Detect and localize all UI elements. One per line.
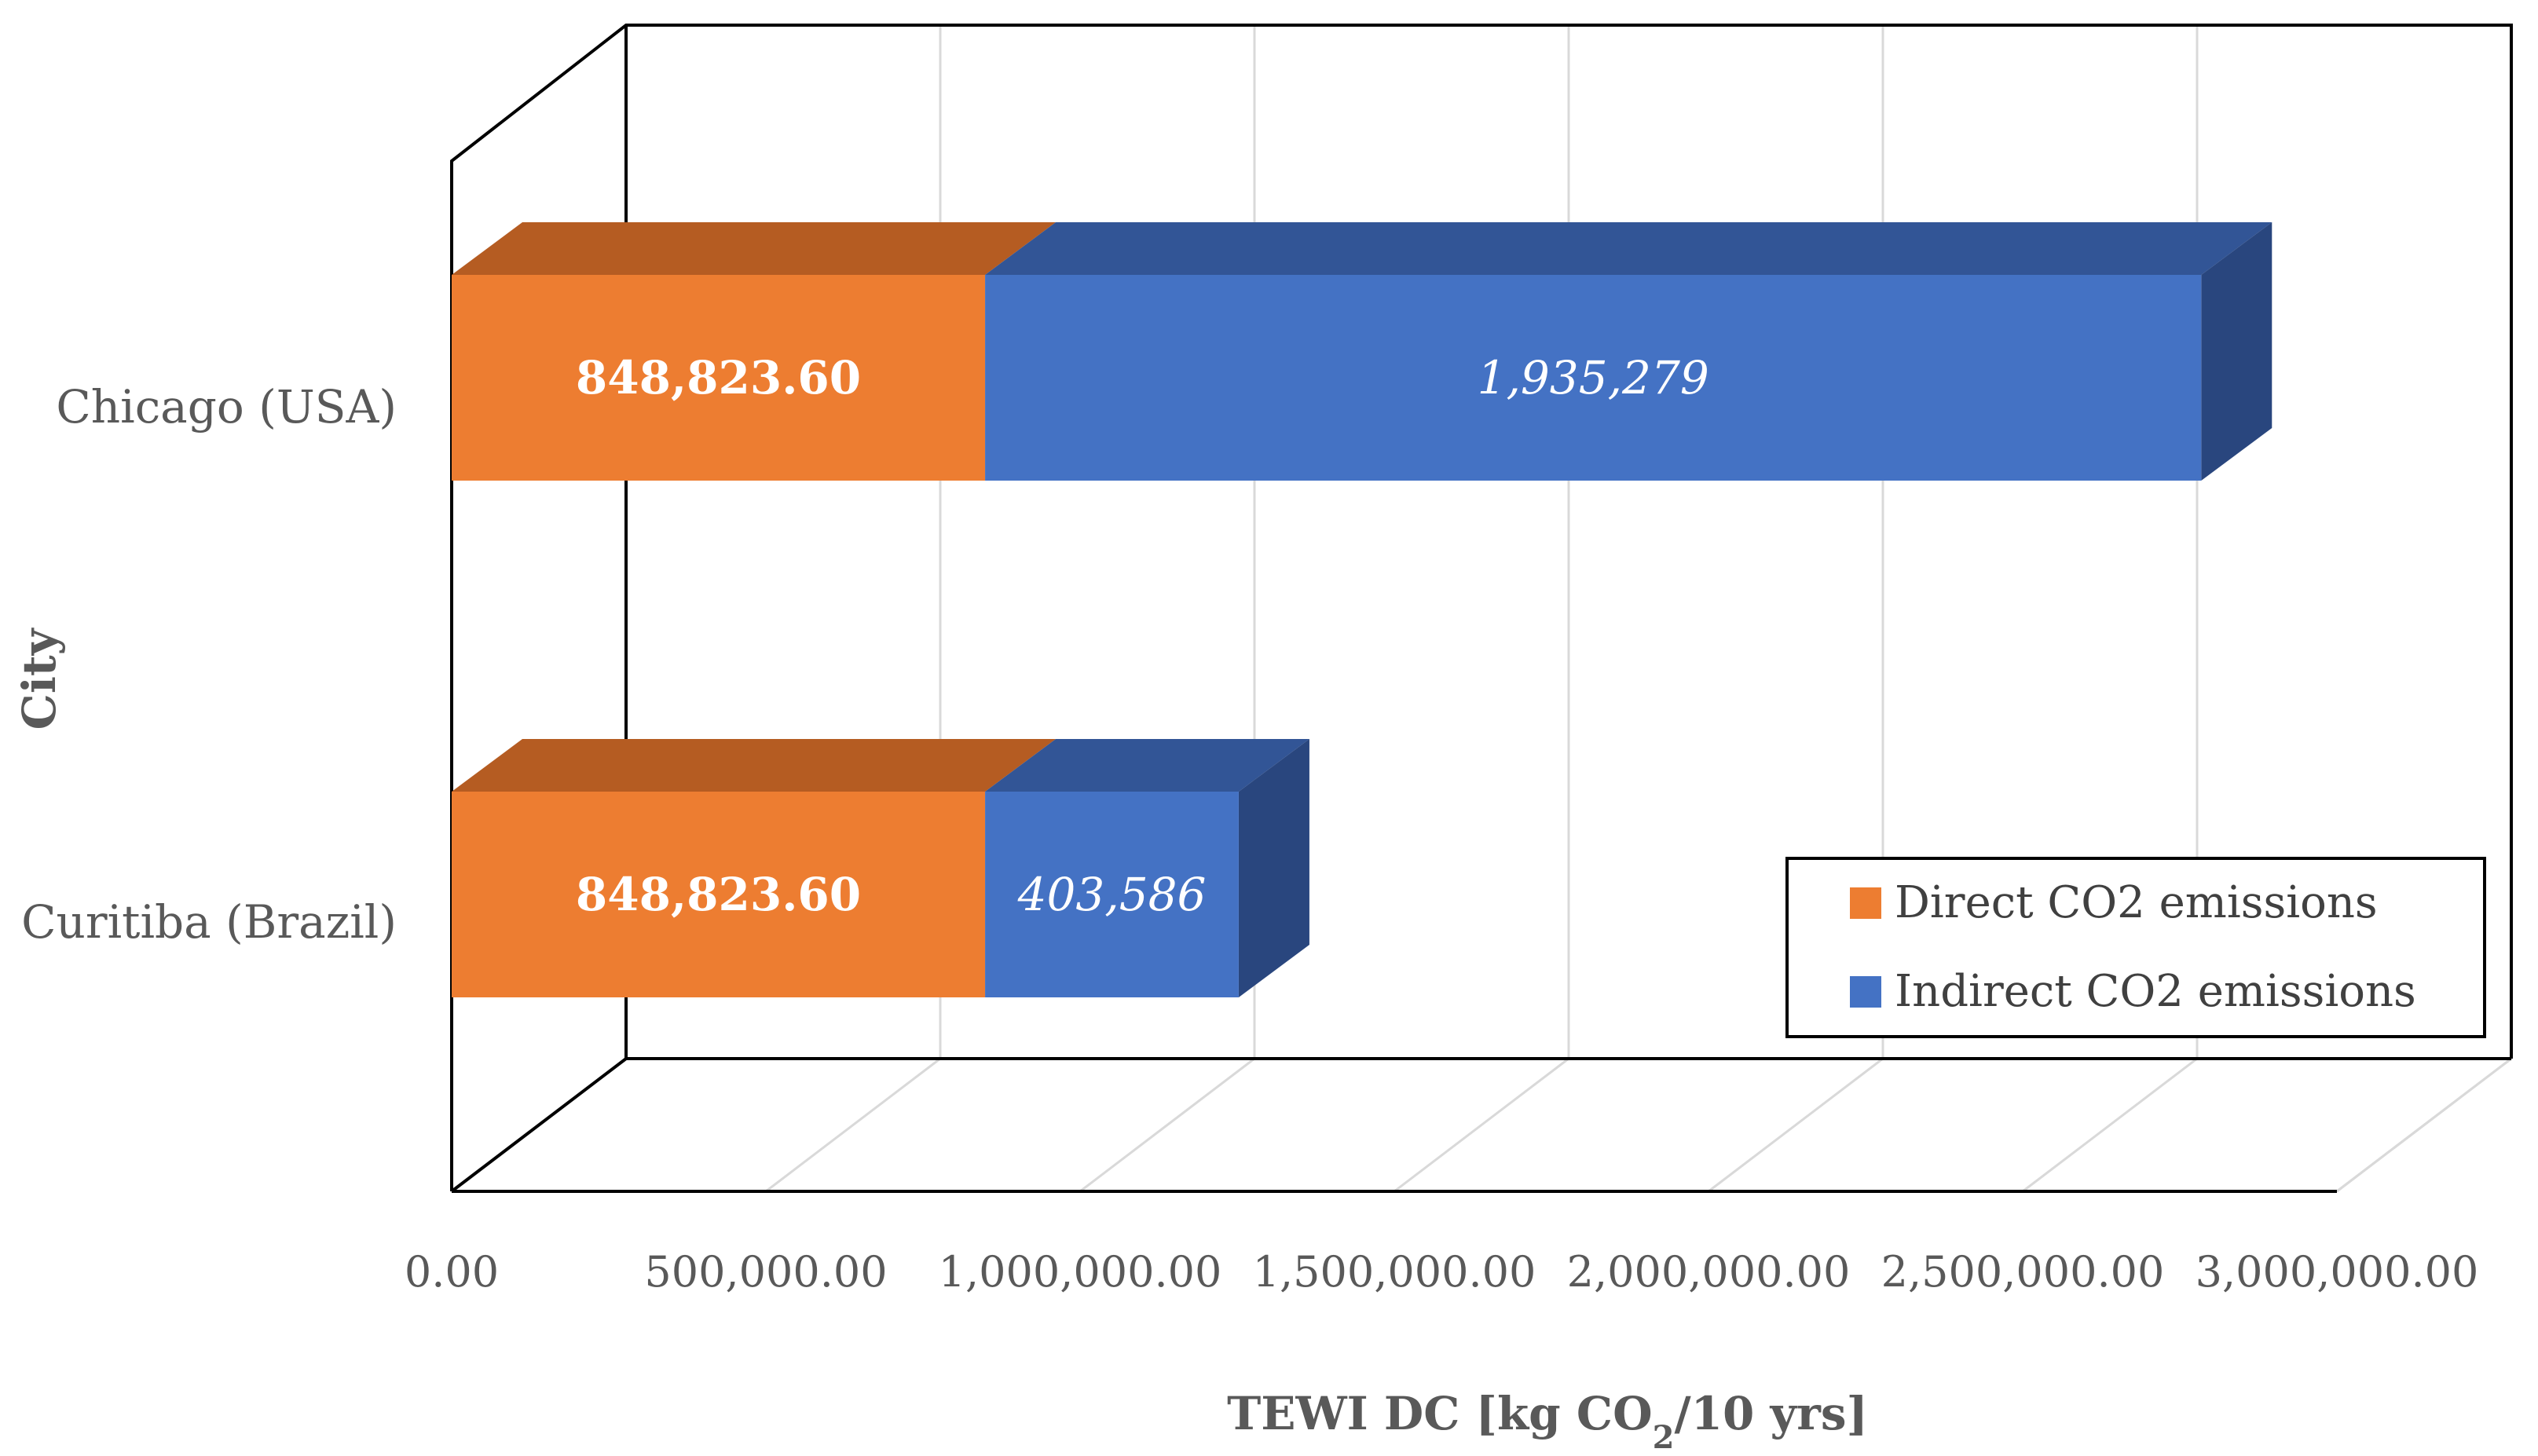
floor-gridline: [1079, 1057, 1255, 1193]
x-tick-labels-layer: 0.00 500,000.00 1,000,000.00 1,500,000.00 2,…: [405, 1247, 2478, 1297]
x-tick-label: 2,500,000.00: [1881, 1247, 2165, 1297]
back-grid-layer: [939, 25, 2199, 1059]
bar-front-indirect-curitiba: [985, 792, 1239, 997]
chart-frame: [450, 24, 2513, 1193]
x-axis-title-tail: /10 yrs]: [1674, 1387, 1867, 1440]
x-tick-label: 1,500,000.00: [1253, 1247, 1536, 1297]
floor-right-edge: [2336, 1057, 2512, 1193]
floor-gridline: [765, 1057, 941, 1193]
data-label-indirect: 1,935,279: [1478, 351, 1709, 404]
bar-side-indirect: [2201, 222, 2272, 481]
category-label: Curitiba (Brazil): [21, 895, 397, 949]
legend-label-indirect: Indirect CO2 emissions: [1895, 966, 2416, 1017]
bar-side-indirect: [1238, 739, 1309, 997]
legend-box: [1785, 857, 2486, 1038]
legend: Direct CO2 emissions Indirect CO2 emissi…: [1785, 857, 2486, 1038]
floor-gridline: [2022, 1057, 2198, 1193]
data-label-direct: 848,823.60: [576, 868, 861, 921]
data-labels-layer: 848,823.60 1,935,279 848,823.60 403,586: [576, 351, 1709, 921]
category-label: Chicago (USA): [56, 380, 397, 434]
bar-front-direct-curitiba: [452, 792, 986, 997]
x-tick-label: 1,000,000.00: [939, 1247, 1222, 1297]
bar-front-indirect-chicago: [985, 275, 2202, 481]
frame-floor-left-edge: [450, 1057, 628, 1193]
bar-top-direct: [452, 739, 1057, 792]
x-tick-label: 0.00: [405, 1247, 499, 1297]
x-tick-label: 2,000,000.00: [1567, 1247, 1851, 1297]
category-labels-layer: Chicago (USA) Curitiba (Brazil): [21, 380, 397, 949]
y-axis-title: City: [13, 627, 66, 730]
data-label-indirect: 403,586: [1017, 868, 1207, 921]
bar-top-direct: [452, 222, 1057, 275]
bar-front-direct-chicago: [452, 275, 986, 481]
bars-layer: [452, 222, 2272, 997]
x-tick-label: 500,000.00: [644, 1247, 887, 1297]
x-axis-title-main: TEWI DC [kg CO: [1227, 1387, 1653, 1440]
x-axis-title-subscript: 2: [1653, 1419, 1675, 1456]
bar-top-indirect: [985, 739, 1309, 792]
x-axis-title: TEWI DC [kg CO2/10 yrs]: [1227, 1387, 1868, 1456]
x-tick-label: 3,000,000.00: [2196, 1247, 2479, 1297]
data-label-direct: 848,823.60: [576, 351, 861, 404]
floor-grid-layer: [765, 1057, 2512, 1193]
legend-swatch-direct: [1850, 887, 1881, 919]
legend-label-direct: Direct CO2 emissions: [1895, 877, 2378, 928]
bar-top-indirect: [985, 222, 2272, 275]
floor-gridline: [1708, 1057, 1884, 1193]
legend-swatch-indirect: [1850, 976, 1881, 1008]
floor-gridline: [1394, 1057, 1569, 1193]
